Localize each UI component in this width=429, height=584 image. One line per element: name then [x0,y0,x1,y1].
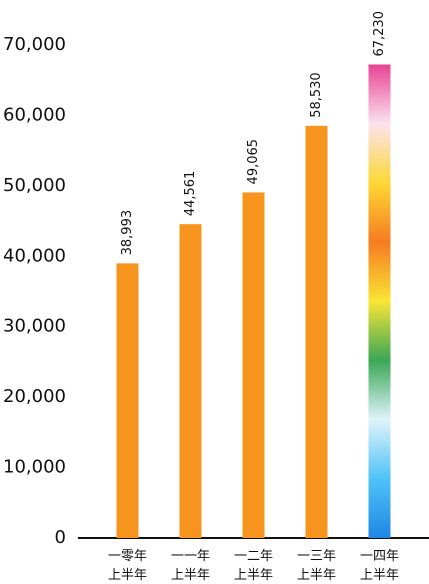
x-tick-label: 一零年 上半年 [107,549,147,583]
bar [179,224,202,538]
x-tick-label: 一三年 上半年 [296,549,336,583]
bar [116,263,139,538]
value-label: 67,230 [372,11,387,57]
y-tick-label: 20,000 [3,386,66,407]
y-tick-label: 40,000 [3,245,66,266]
y-tick-label: 50,000 [3,175,66,196]
bar [242,192,265,539]
x-tick-label: 一四年 上半年 [359,549,399,583]
bar [305,125,328,539]
y-tick-label: 30,000 [3,316,66,337]
x-tick-label: 一二年 上半年 [233,549,273,583]
value-label: 58,530 [309,72,324,118]
y-tick-label: 70,000 [3,34,66,55]
value-label: 38,993 [120,210,135,256]
y-tick-label: 10,000 [3,457,66,478]
y-tick-label: 60,000 [3,104,66,125]
value-label: 49,065 [246,139,261,185]
value-label: 44,561 [183,171,198,217]
bar [368,64,391,538]
x-tick-label: 一一年 上半年 [170,549,210,583]
y-tick-label: 0 [55,527,66,548]
